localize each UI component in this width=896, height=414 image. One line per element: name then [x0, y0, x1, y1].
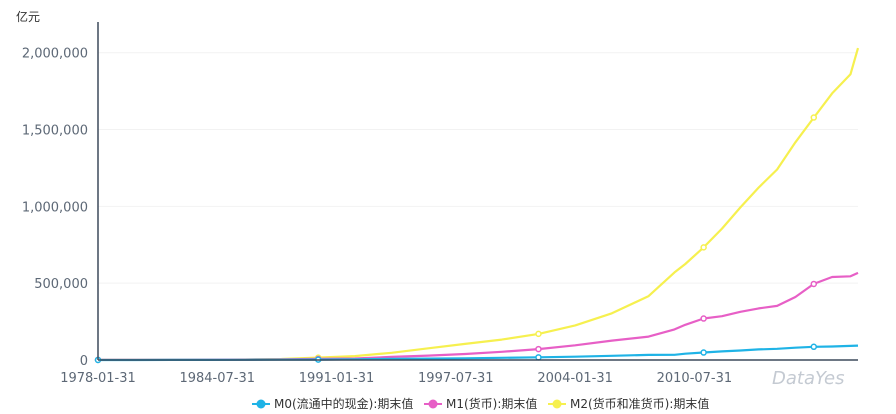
series-point-3: [810, 114, 818, 121]
x-tick-label: 1997-07-31: [418, 371, 494, 386]
legend-item-1[interactable]: M0(流通中的现金):期末值: [252, 396, 413, 411]
y-axis-unit: 亿元: [16, 9, 40, 24]
axis-layer: 0 500,000 1,000,000 1,500,000 2,000,000 亿元 197…: [16, 9, 858, 389]
y-tick-label: 1,500,000: [22, 124, 88, 139]
y-tick-label: 500,000: [34, 277, 88, 292]
series-point-3: [535, 330, 542, 338]
x-tick-label: 2010-07-31: [657, 371, 733, 386]
x-tick-label: 1978-01-31: [60, 371, 136, 386]
series-line-2: [97, 271, 859, 361]
legend-label: M0(流通中的现金):期末值: [274, 396, 413, 411]
series-line-3: [97, 47, 860, 361]
legend-item-3[interactable]: M2(货币和准货币):期末值: [548, 396, 709, 411]
x-tick-label: 1984-07-31: [179, 371, 255, 386]
legend-item-2[interactable]: M1(货币):期末值: [424, 396, 537, 411]
series-point-3: [700, 244, 707, 251]
legend[interactable]: M0(流通中的现金):期末值 M1(货币):期末值 M2(货币和准货币):期末值: [252, 396, 709, 411]
series-layer: [94, 47, 860, 364]
series-point-1: [700, 349, 707, 356]
series-point-1: [535, 354, 542, 361]
legend-marker: [428, 399, 438, 409]
y-tick-label: 1,000,000: [22, 200, 88, 215]
legend-marker: [552, 399, 562, 409]
watermark-text: DataYes: [772, 368, 844, 389]
x-tick-label: 1991-01-31: [299, 371, 375, 386]
x-tick-label: 2004-01-31: [537, 371, 613, 386]
series-point-2: [810, 280, 818, 288]
grid-layer: [98, 52, 858, 284]
legend-label: M2(货币和准货币):期末值: [570, 396, 709, 411]
series-point-2: [535, 345, 542, 353]
y-tick-label: 2,000,000: [22, 47, 88, 62]
series-point-1: [810, 343, 818, 351]
legend-label: M1(货币):期末值: [446, 396, 537, 411]
legend-marker: [256, 399, 266, 409]
series-point-2: [700, 315, 707, 322]
y-tick-label: 0: [80, 354, 88, 369]
